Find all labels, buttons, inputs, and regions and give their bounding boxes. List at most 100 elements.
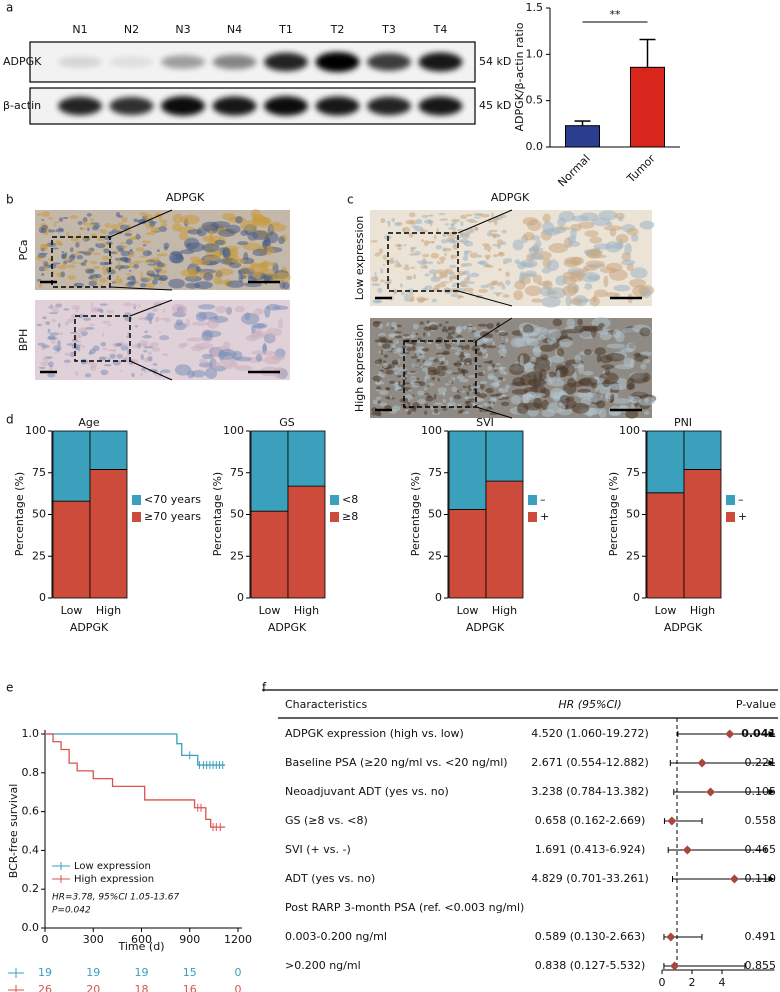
tissue-texture <box>445 343 452 350</box>
row-label: 0.003-0.200 ng/ml <box>285 930 387 943</box>
tissue-texture <box>71 261 78 264</box>
tissue-texture <box>625 342 636 352</box>
tissue-texture <box>392 339 400 345</box>
tissue-texture <box>513 338 531 347</box>
lane-label: T3 <box>381 23 396 36</box>
tissue-texture <box>548 371 556 378</box>
row-label: High expression <box>353 324 366 412</box>
tissue-texture <box>271 354 286 361</box>
zoom-connector <box>129 360 173 381</box>
tissue-texture <box>437 282 446 288</box>
tissue-texture <box>163 246 168 251</box>
x-axis-label: ADPGK <box>70 621 109 634</box>
tissue-texture <box>436 269 444 275</box>
tissue-texture <box>416 346 423 351</box>
tissue-texture <box>52 305 62 309</box>
tissue-texture <box>443 247 452 252</box>
tissue-texture <box>41 344 50 349</box>
tissue-texture <box>509 363 525 376</box>
tissue-texture <box>489 286 495 290</box>
y-tick-label: 0.2 <box>22 882 40 895</box>
tissue-texture <box>577 318 584 326</box>
tissue-texture <box>459 357 464 361</box>
tissue-texture <box>103 261 113 265</box>
tissue-texture <box>451 236 462 239</box>
legend-swatch <box>330 512 339 522</box>
tissue-texture <box>387 363 396 369</box>
lane-label: N3 <box>175 23 190 36</box>
tissue-texture <box>628 395 634 402</box>
tissue-texture <box>103 248 111 254</box>
tissue-texture <box>510 395 522 405</box>
tissue-texture <box>587 393 603 403</box>
tissue-texture <box>47 335 56 340</box>
tissue-texture <box>523 232 535 241</box>
tissue-texture <box>48 361 54 368</box>
tissue-texture <box>252 323 268 329</box>
blot-band <box>161 55 205 69</box>
tissue-texture <box>405 347 412 352</box>
blot-band <box>212 96 257 116</box>
tissue-texture <box>388 259 396 264</box>
y-tick-label: 50 <box>32 508 46 521</box>
tissue-texture <box>519 270 526 283</box>
x-tick-label: 0 <box>42 933 49 946</box>
tissue-texture <box>409 212 416 218</box>
tissue-texture <box>58 322 61 328</box>
tissue-texture <box>87 227 90 232</box>
tissue-texture <box>96 237 105 242</box>
tissue-texture <box>612 329 621 339</box>
tissue-texture <box>78 233 82 237</box>
tissue-texture <box>123 343 129 346</box>
tissue-texture <box>524 285 542 297</box>
tissue-texture <box>402 333 410 337</box>
tissue-texture <box>235 356 252 362</box>
tissue-texture <box>108 251 117 254</box>
tissue-texture <box>488 249 491 253</box>
hr-point <box>667 816 677 826</box>
tissue-texture <box>115 353 124 356</box>
bar-segment <box>287 430 326 487</box>
tissue-texture <box>448 264 457 269</box>
tissue-texture <box>615 233 629 244</box>
tissue-texture <box>499 214 507 218</box>
x-tick-label: 2 <box>689 976 696 989</box>
tissue-texture <box>116 343 123 347</box>
tissue-texture <box>56 347 60 353</box>
tissue-texture <box>519 354 524 366</box>
zoom-box <box>403 340 477 408</box>
tissue-texture <box>433 402 443 406</box>
tissue-texture <box>125 239 133 245</box>
bar-segment <box>89 430 128 470</box>
tissue-texture <box>99 277 107 284</box>
lane-label: N2 <box>124 23 139 36</box>
tissue-texture <box>408 389 412 392</box>
tissue-texture <box>505 337 509 343</box>
tissue-texture <box>494 329 499 333</box>
tissue-texture <box>435 245 443 250</box>
tissue-texture <box>253 308 264 316</box>
tissue-texture <box>585 260 605 268</box>
hr-point <box>670 961 680 971</box>
tissue-texture <box>54 351 58 354</box>
tissue-texture <box>60 228 64 232</box>
tissue-texture <box>101 320 110 324</box>
tissue-texture <box>483 245 492 251</box>
tissue-texture <box>511 381 526 387</box>
tissue-texture <box>380 279 385 283</box>
tissue-texture <box>456 375 465 380</box>
tissue-texture <box>520 259 538 269</box>
tissue-texture <box>639 327 651 337</box>
tissue-texture <box>79 227 87 231</box>
tissue-texture <box>556 364 565 370</box>
tissue-texture <box>66 343 75 346</box>
tissue-texture <box>375 275 378 282</box>
blot-band <box>264 52 308 72</box>
legend-label: + <box>540 510 549 523</box>
tissue-texture <box>461 325 469 330</box>
tissue-texture <box>109 255 112 259</box>
tissue-texture <box>498 234 501 237</box>
tissue-texture <box>47 216 54 220</box>
tissue-texture <box>158 331 162 334</box>
